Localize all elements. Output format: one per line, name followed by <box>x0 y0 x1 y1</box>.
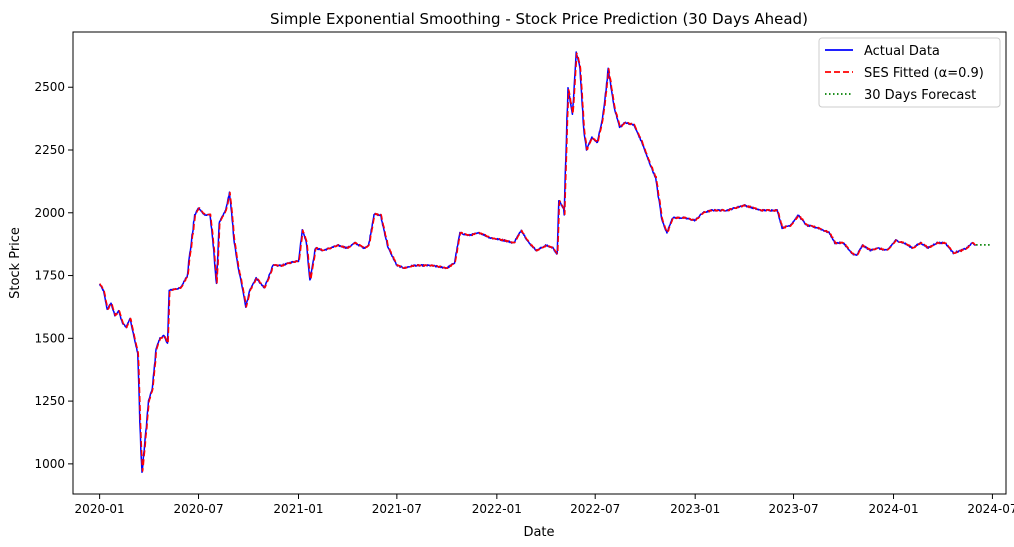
legend-label-forecast: 30 Days Forecast <box>864 88 976 103</box>
y-tick-label: 1500 <box>34 331 65 345</box>
legend: Actual Data SES Fitted (α=0.9) 30 Days F… <box>818 37 1001 108</box>
series-ses-line <box>99 52 977 472</box>
x-tick-label: 2022-01 <box>472 502 522 516</box>
x-tick-label: 2020-07 <box>173 502 223 516</box>
legend-label-ses: SES Fitted (α=0.9) <box>864 66 984 81</box>
x-tick-label: 2020-01 <box>75 502 125 516</box>
y-tick-label: 1250 <box>34 394 65 408</box>
plot-area <box>73 32 1006 494</box>
x-tick-label: 2023-07 <box>768 502 818 516</box>
x-tick-label: 2021-01 <box>273 502 323 516</box>
legend-label-actual: Actual Data <box>864 44 940 59</box>
y-axis-label: Stock Price <box>8 227 23 299</box>
y-tick-label: 2000 <box>34 206 65 220</box>
x-tick-label: 2024-01 <box>868 502 918 516</box>
plot-frame <box>72 31 1007 495</box>
legend-box <box>818 37 1001 108</box>
y-tick-label: 2500 <box>34 80 65 94</box>
x-tick-label: 2023-01 <box>670 502 720 516</box>
y-tick-label: 1750 <box>34 269 65 283</box>
series-layer <box>98 51 992 474</box>
y-tick-label: 2250 <box>34 143 65 157</box>
x-tick-label: 2022-07 <box>570 502 620 516</box>
x-tick-label: 2024-07 <box>967 502 1014 516</box>
chart-title: Simple Exponential Smoothing - Stock Pri… <box>270 10 808 28</box>
x-tick-label: 2021-07 <box>372 502 422 516</box>
x-axis: 2020-01 2020-07 2021-01 2021-07 2022-01 2022-… <box>75 494 1014 516</box>
y-axis: 1000 1250 1500 1750 2000 2250 2500 <box>34 80 73 471</box>
y-tick-label: 1000 <box>34 457 65 471</box>
x-axis-label: Date <box>523 525 554 540</box>
